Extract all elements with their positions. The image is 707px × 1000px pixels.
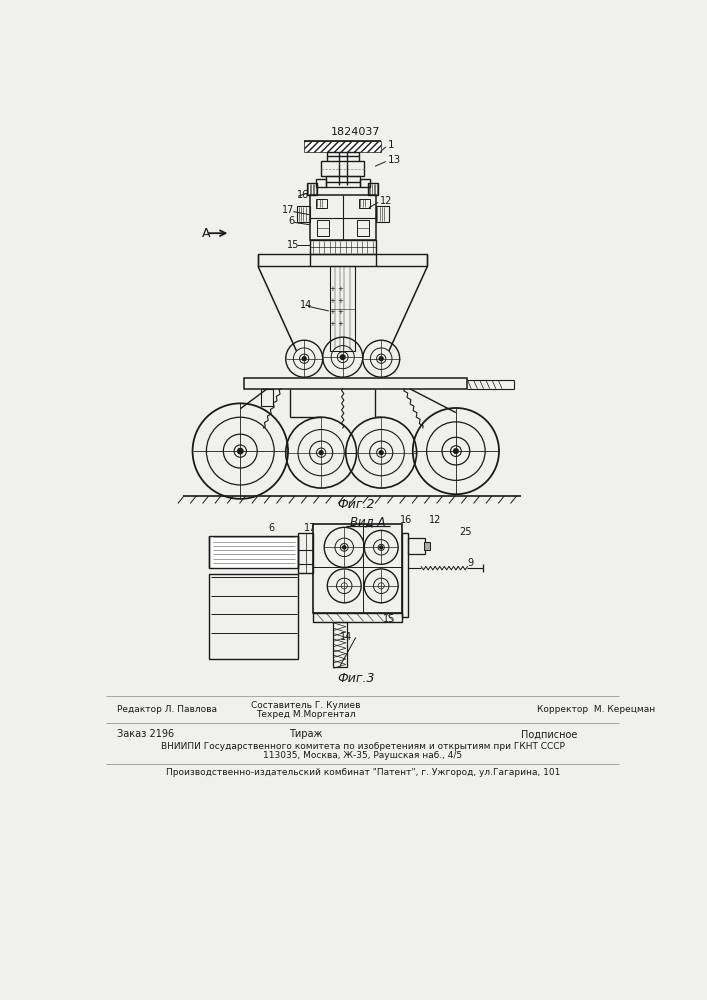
Circle shape: [343, 546, 346, 549]
Circle shape: [380, 546, 382, 549]
Text: 25: 25: [460, 527, 472, 537]
Text: Редактор Л. Павлова: Редактор Л. Павлова: [117, 705, 217, 714]
Text: Заказ 2196: Заказ 2196: [117, 729, 174, 739]
Text: 1824037: 1824037: [331, 127, 380, 137]
Bar: [258, 254, 428, 266]
Bar: [296, 206, 310, 222]
Bar: [360, 179, 370, 187]
Text: 17: 17: [304, 523, 317, 533]
Text: +: +: [337, 298, 344, 304]
Text: Фиг.3: Фиг.3: [337, 672, 375, 685]
Bar: [423, 542, 430, 550]
Circle shape: [379, 451, 383, 455]
Circle shape: [340, 355, 345, 359]
Bar: [316, 179, 326, 187]
Bar: [244, 378, 467, 389]
Bar: [298, 533, 313, 573]
Text: 13: 13: [388, 155, 402, 165]
Text: 12: 12: [380, 196, 392, 206]
Text: Подписное: Подписное: [521, 729, 578, 739]
Text: 113035, Москва, Ж-35, Раушская наб., 4/5: 113035, Москва, Ж-35, Раушская наб., 4/5: [263, 751, 462, 760]
Bar: [317, 220, 329, 235]
Bar: [359, 199, 370, 208]
Text: Вид А: Вид А: [349, 515, 385, 528]
Bar: [313, 613, 402, 622]
Bar: [402, 533, 408, 617]
Text: Фиг.2: Фиг.2: [337, 498, 375, 512]
Bar: [368, 183, 378, 195]
Circle shape: [238, 448, 243, 454]
Bar: [326, 176, 360, 187]
Text: 17: 17: [282, 205, 294, 215]
Bar: [316, 199, 327, 208]
Text: +: +: [337, 286, 344, 292]
Bar: [310, 195, 376, 240]
Text: А: А: [201, 227, 210, 240]
Text: Техред М.Моргентал: Техред М.Моргентал: [256, 710, 356, 719]
Bar: [408, 538, 425, 554]
Text: Тираж: Тираж: [289, 729, 322, 739]
Text: Составитель Г. Кулиев: Составитель Г. Кулиев: [251, 701, 361, 710]
Text: 15: 15: [382, 614, 395, 624]
Circle shape: [379, 357, 383, 361]
Bar: [376, 206, 389, 222]
Bar: [209, 574, 298, 659]
Text: +: +: [329, 286, 336, 292]
Bar: [321, 161, 364, 176]
Bar: [308, 183, 317, 195]
Text: 16: 16: [296, 190, 309, 200]
Text: Производственно-издательский комбинат "Патент", г. Ужгород, ул.Гагарина, 101: Производственно-издательский комбинат "П…: [165, 768, 560, 777]
Bar: [310, 240, 376, 254]
Text: 6: 6: [269, 523, 275, 533]
Text: +: +: [337, 310, 344, 316]
Text: ВНИИПИ Государственного комитета по изобретениям и открытиям при ГКНТ СССР: ВНИИПИ Государственного комитета по изоб…: [160, 742, 565, 751]
Bar: [261, 389, 274, 406]
Text: 14: 14: [340, 632, 353, 642]
Text: 6: 6: [288, 216, 295, 226]
Circle shape: [454, 449, 458, 453]
Text: 12: 12: [429, 515, 441, 525]
Circle shape: [303, 357, 306, 361]
Text: +: +: [337, 321, 344, 327]
Text: +: +: [329, 310, 336, 316]
Text: 14: 14: [300, 300, 312, 310]
Bar: [330, 266, 355, 351]
Bar: [333, 622, 346, 667]
Bar: [356, 220, 369, 235]
Text: 1: 1: [388, 140, 395, 150]
Bar: [304, 141, 381, 152]
Bar: [209, 536, 298, 568]
Text: +: +: [329, 321, 336, 327]
Bar: [327, 152, 359, 156]
Text: 15: 15: [286, 240, 299, 250]
Text: Корректор  М. Керецман: Корректор М. Керецман: [537, 705, 655, 714]
Text: 9: 9: [467, 558, 474, 568]
Text: 16: 16: [399, 515, 412, 525]
Bar: [313, 524, 402, 613]
Circle shape: [320, 451, 323, 455]
Text: +: +: [329, 298, 336, 304]
